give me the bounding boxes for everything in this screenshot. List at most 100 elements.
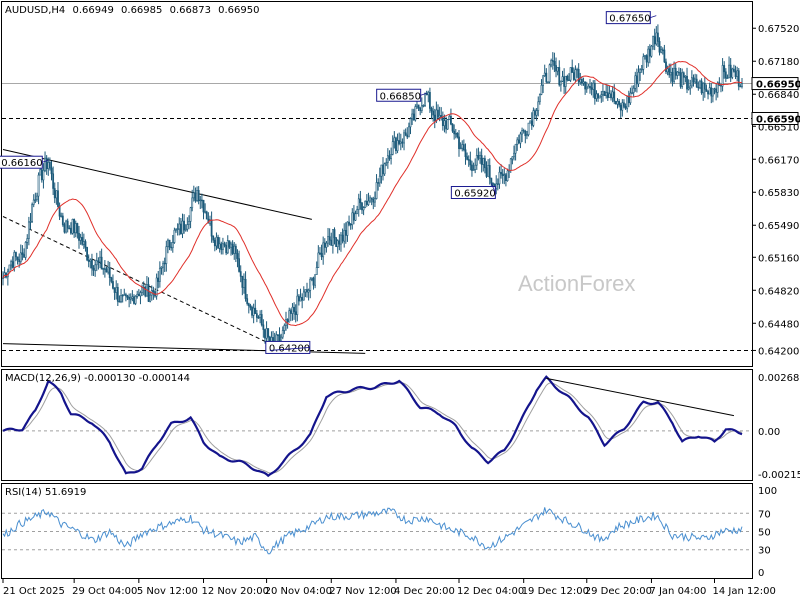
candle-body <box>454 133 457 135</box>
price-tick-label: 0.65830 <box>758 188 799 199</box>
candle-body <box>648 48 651 57</box>
candle-body <box>42 170 45 181</box>
candle-body <box>582 81 585 84</box>
candle-body <box>390 154 392 160</box>
candle-body <box>673 67 675 82</box>
candle-body <box>386 155 389 163</box>
candle-body <box>422 105 425 107</box>
price-tick-label: 0.66170 <box>758 155 799 166</box>
annotation-label: 0.66160 <box>1 158 42 169</box>
candle-body <box>660 49 663 53</box>
annotation-pointer <box>650 15 657 18</box>
candle-body <box>74 223 77 234</box>
candle-body <box>243 278 245 288</box>
candle-body <box>632 87 635 93</box>
candle-body <box>581 79 583 84</box>
candle-body <box>314 274 316 286</box>
candle-body <box>291 306 294 314</box>
candle-body <box>446 119 449 130</box>
candle-body <box>530 120 533 126</box>
candle-body <box>325 242 328 248</box>
candle-body <box>163 262 166 265</box>
candle-body <box>157 277 160 282</box>
candle-body <box>441 117 444 126</box>
candle-body <box>123 294 126 296</box>
candle-body <box>158 267 161 282</box>
candle-body <box>223 243 226 246</box>
candle-body <box>367 200 370 205</box>
symbol-info: AUDUSD,H4 <box>5 5 65 16</box>
candle-body <box>728 64 730 79</box>
candle-body <box>631 92 633 94</box>
candle-body <box>411 113 414 120</box>
candle-body <box>336 240 339 248</box>
candle-body <box>535 110 538 116</box>
candle-body <box>52 173 55 189</box>
candle-body <box>168 239 171 248</box>
candle-body <box>335 237 338 248</box>
candle-body <box>82 241 85 245</box>
candle-body <box>385 162 388 165</box>
time-tick-label: 27 Nov 12:00 <box>329 586 396 597</box>
candle-body <box>412 113 415 121</box>
rsi-tick-label: 100 <box>758 486 777 497</box>
candle-body <box>302 291 305 301</box>
candle-body <box>435 109 438 122</box>
candle-body <box>543 72 546 76</box>
candle-body <box>230 243 232 248</box>
candle-body <box>516 139 519 145</box>
candle-body <box>380 164 383 177</box>
time-tick-label: 7 Jan 04:00 <box>649 586 706 597</box>
candle-body <box>378 175 381 184</box>
candle-body <box>469 159 472 166</box>
candle-body <box>87 259 90 262</box>
macd-axis: 0.002687 0.00 -0.002154 <box>758 373 800 481</box>
candle-body <box>102 268 105 270</box>
candle-body <box>134 295 137 304</box>
annotation-label: 0.67650 <box>609 14 650 25</box>
trend-line <box>2 216 279 348</box>
candle-body <box>222 243 224 251</box>
candle-body <box>501 173 504 176</box>
candle-body <box>736 70 739 77</box>
candle-body <box>522 130 525 132</box>
candle-body <box>333 229 336 239</box>
candle-body <box>175 229 177 231</box>
candle-body <box>490 177 493 184</box>
candle-body <box>252 307 255 316</box>
candle-body <box>669 71 672 76</box>
candle-body <box>702 82 705 94</box>
candle-body <box>458 136 460 149</box>
candle-body <box>39 169 42 176</box>
candle-body <box>304 289 307 293</box>
candle-body <box>79 237 82 241</box>
candle-body <box>233 245 236 254</box>
candle-body <box>655 32 658 45</box>
candle-body <box>417 104 420 109</box>
candle-body <box>485 167 488 177</box>
candle-body <box>137 293 140 297</box>
candle-body <box>356 209 359 215</box>
candle-body <box>97 260 100 263</box>
candle-body <box>78 232 80 241</box>
candle-body <box>589 85 591 89</box>
candle-body <box>362 207 365 211</box>
candle-body <box>369 197 371 202</box>
candle-body <box>388 155 391 160</box>
candle-body <box>538 94 541 103</box>
candle-body <box>678 71 680 74</box>
candle-body <box>519 133 522 144</box>
candle-body <box>293 306 295 313</box>
candle-body <box>247 303 250 307</box>
candle-body <box>267 328 270 338</box>
candle-body <box>559 80 562 86</box>
candle-body <box>236 253 239 259</box>
candle-body <box>107 267 110 273</box>
candle-body <box>453 130 456 135</box>
candle-body <box>126 295 129 298</box>
candle-body <box>487 165 490 177</box>
candle-body <box>710 87 713 97</box>
candle-body <box>647 48 650 63</box>
candle-body <box>547 81 549 83</box>
